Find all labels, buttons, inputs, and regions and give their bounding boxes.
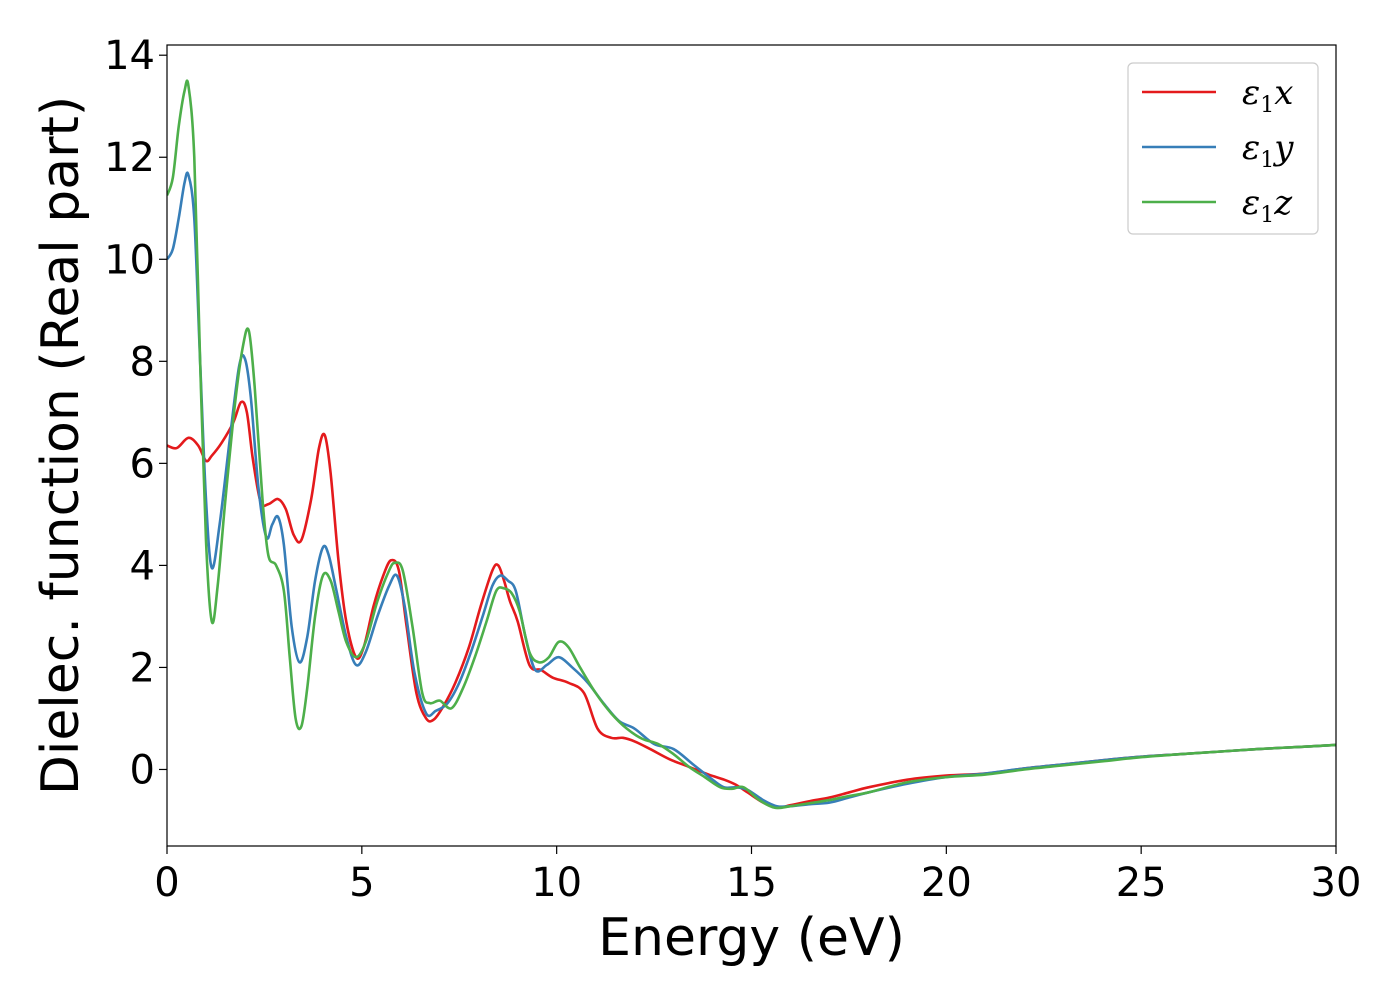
legend-subscript: 1 <box>1260 203 1274 228</box>
x-tick-label: 0 <box>154 860 179 906</box>
legend-symbol: ε <box>1242 183 1260 223</box>
legend-variable: x <box>1274 73 1293 113</box>
legend-variable: z <box>1273 183 1293 223</box>
series-line-z <box>167 79 1336 810</box>
legend-subscript: 1 <box>1260 93 1274 118</box>
y-tick-label: 8 <box>130 339 155 385</box>
x-tick-label: 20 <box>921 860 972 906</box>
x-axis: 0 5 10 15 20 25 30 <box>154 846 1361 906</box>
legend-label-z: ε1z <box>1242 183 1293 228</box>
series-line-y <box>167 171 1336 809</box>
y-tick-label: 0 <box>130 747 155 793</box>
y-tick-label: 4 <box>130 543 155 589</box>
x-tick-label: 30 <box>1311 860 1362 906</box>
y-axis-title: Dielec. function (Real part) <box>31 96 91 795</box>
legend-variable: y <box>1272 128 1294 168</box>
legend-subscript: 1 <box>1260 148 1274 173</box>
y-tick-label: 2 <box>130 645 155 691</box>
y-tick-label: 6 <box>130 441 155 487</box>
legend-symbol: ε <box>1242 73 1260 113</box>
y-axis: 0 2 4 6 8 10 12 14 <box>104 33 167 793</box>
legend-label-y: ε1y <box>1242 128 1294 173</box>
y-tick-label: 12 <box>104 135 155 181</box>
x-tick-label: 5 <box>349 860 374 906</box>
x-tick-label: 10 <box>531 860 582 906</box>
series-line-x <box>167 400 1336 810</box>
legend-label-x: ε1x <box>1242 73 1293 118</box>
legend-symbol: ε <box>1242 128 1260 168</box>
legend-box <box>1127 62 1319 235</box>
y-tick-label: 10 <box>104 237 155 283</box>
y-tick-label: 14 <box>104 33 155 79</box>
x-tick-label: 15 <box>726 860 777 906</box>
x-axis-title: Energy (eV) <box>598 908 905 968</box>
x-tick-label: 25 <box>1116 860 1167 906</box>
series-layer <box>167 79 1336 810</box>
